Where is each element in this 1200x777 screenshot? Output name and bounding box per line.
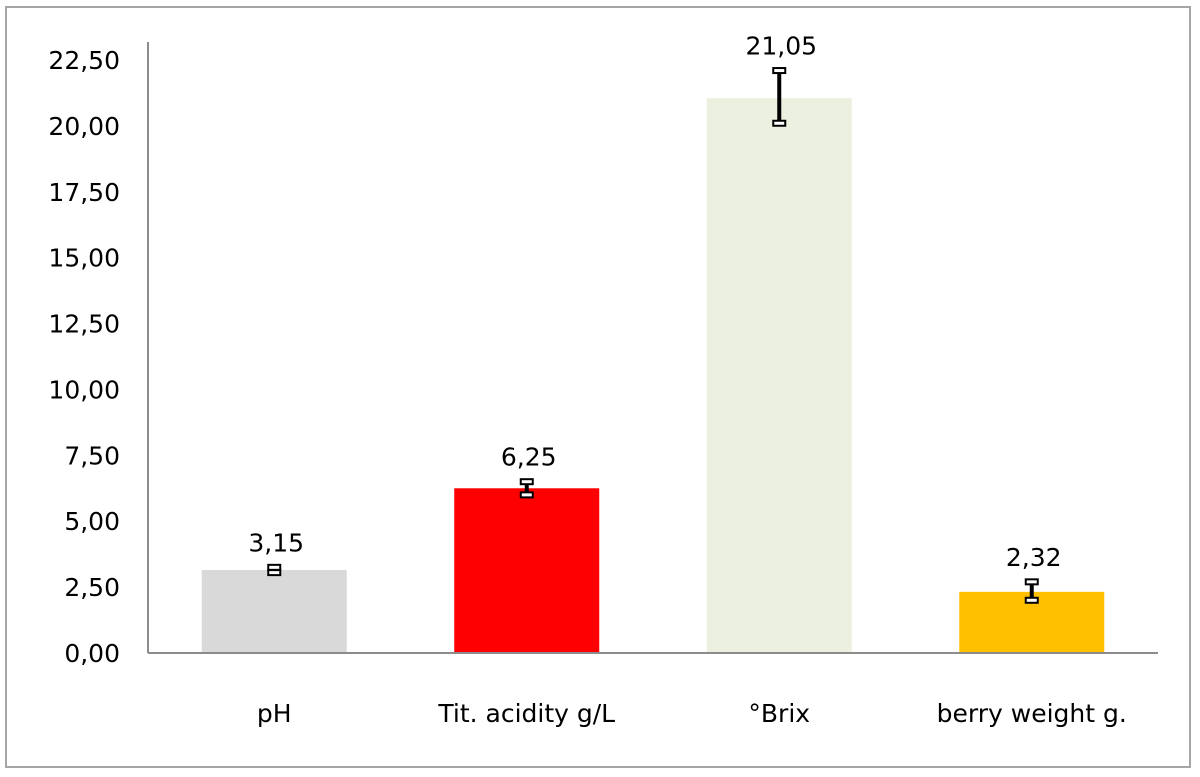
bar [201,569,347,653]
error-bar [267,563,282,577]
error-bar-cap [772,67,787,75]
error-bar-cap [519,478,534,486]
y-tick-label: 2,50 [64,573,120,602]
error-bar [772,67,787,127]
data-label: 3,15 [248,528,304,557]
data-label: 6,25 [501,443,557,472]
x-axis-category-labels: pH Tit. acidity g/L °Brix berry weight g. [257,699,1127,728]
y-tick-label: 15,00 [48,244,120,273]
error-bar-cap [519,491,534,499]
bar [454,488,600,653]
y-axis-tick-labels: 0,00 2,50 5,00 7,50 10,00 12,50 15,00 17,50 20,0… [48,46,120,668]
error-bar-cap [267,569,282,577]
error-bar [519,478,534,499]
error-bar [1024,578,1039,604]
error-bar-cap [1024,596,1039,604]
y-tick-label: 20,00 [48,112,120,141]
data-label: 2,32 [1006,543,1062,572]
y-tick-label: 7,50 [64,441,120,470]
axes [147,42,1158,654]
bar [706,98,852,653]
y-tick-label: 10,00 [48,375,120,404]
x-category-label: pH [257,699,292,728]
bars [201,98,1105,653]
error-bar-cap [267,563,282,571]
data-labels: 3,15 6,25 21,05 2,32 [248,32,1061,572]
data-label: 21,05 [745,32,817,61]
y-tick-label: 5,00 [64,507,120,536]
error-bar-cap [772,119,787,127]
x-category-label: berry weight g. [937,699,1127,728]
y-tick-label: 22,50 [48,46,120,75]
x-category-label: Tit. acidity g/L [437,699,615,728]
x-category-label: °Brix [748,699,810,728]
error-bar-cap [1024,578,1039,586]
error-bars [267,67,1039,604]
y-tick-label: 17,50 [48,178,120,207]
y-tick-label: 0,00 [64,639,120,668]
y-tick-label: 12,50 [48,310,120,339]
